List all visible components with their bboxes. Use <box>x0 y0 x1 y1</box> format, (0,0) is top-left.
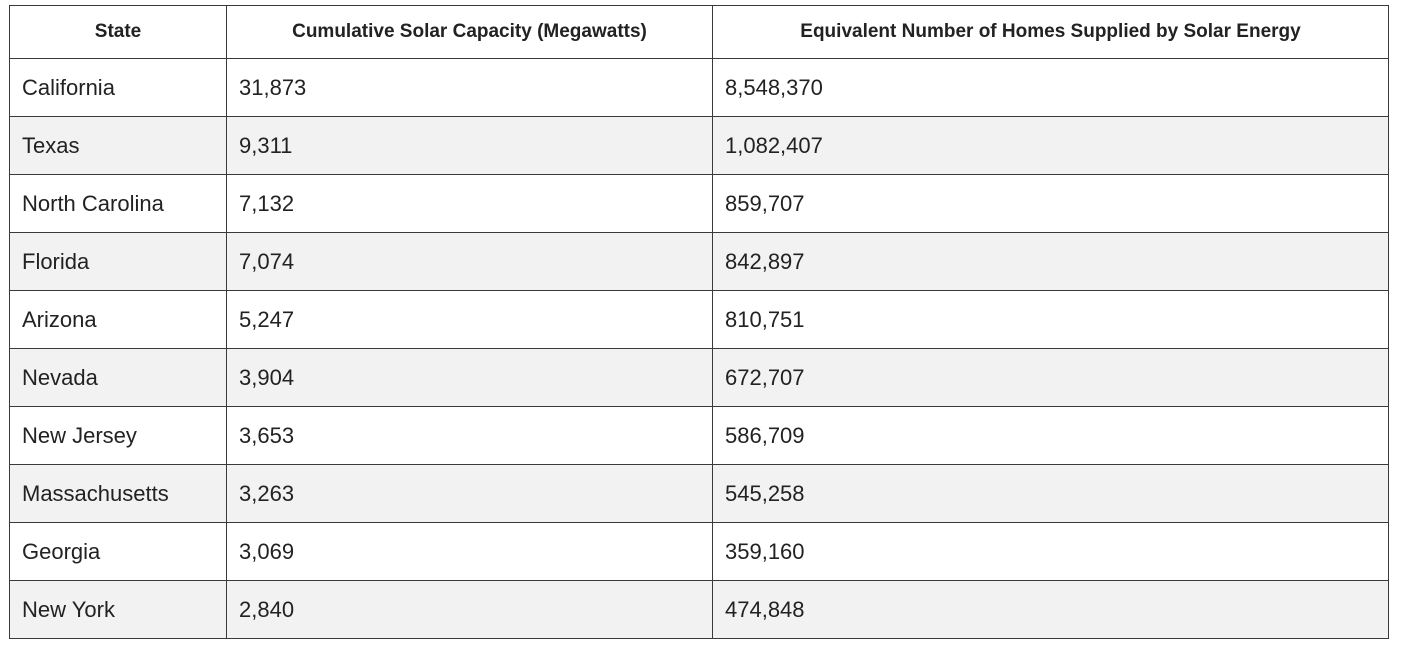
cell-capacity: 5,247 <box>226 290 713 349</box>
cell-state: Texas <box>9 116 227 175</box>
header-row: State Cumulative Solar Capacity (Megawat… <box>9 5 1389 59</box>
cell-homes: 474,848 <box>712 580 1389 639</box>
table-row: Nevada 3,904 672,707 <box>9 348 1389 407</box>
cell-state: Arizona <box>9 290 227 349</box>
cell-state: North Carolina <box>9 174 227 233</box>
header-state: State <box>9 5 227 59</box>
cell-homes: 810,751 <box>712 290 1389 349</box>
cell-homes: 842,897 <box>712 232 1389 291</box>
cell-state: Florida <box>9 232 227 291</box>
cell-state: New York <box>9 580 227 639</box>
cell-state: Massachusetts <box>9 464 227 523</box>
solar-capacity-table: State Cumulative Solar Capacity (Megawat… <box>9 5 1389 639</box>
header-equivalent-homes: Equivalent Number of Homes Supplied by S… <box>712 5 1389 59</box>
table-row: New Jersey 3,653 586,709 <box>9 406 1389 465</box>
table-row: Massachusetts 3,263 545,258 <box>9 464 1389 523</box>
cell-homes: 545,258 <box>712 464 1389 523</box>
cell-homes: 672,707 <box>712 348 1389 407</box>
solar-capacity-table-container: State Cumulative Solar Capacity (Megawat… <box>9 5 1389 639</box>
cell-homes: 8,548,370 <box>712 58 1389 117</box>
cell-homes: 1,082,407 <box>712 116 1389 175</box>
table-row: North Carolina 7,132 859,707 <box>9 174 1389 233</box>
table-row: Florida 7,074 842,897 <box>9 232 1389 291</box>
cell-homes: 859,707 <box>712 174 1389 233</box>
table-header: State Cumulative Solar Capacity (Megawat… <box>9 5 1389 59</box>
table-row: Georgia 3,069 359,160 <box>9 522 1389 581</box>
table-body: California 31,873 8,548,370 Texas 9,311 … <box>9 58 1389 639</box>
cell-state: California <box>9 58 227 117</box>
cell-capacity: 7,132 <box>226 174 713 233</box>
cell-capacity: 3,653 <box>226 406 713 465</box>
cell-homes: 586,709 <box>712 406 1389 465</box>
cell-capacity: 31,873 <box>226 58 713 117</box>
cell-state: New Jersey <box>9 406 227 465</box>
cell-state: Nevada <box>9 348 227 407</box>
cell-homes: 359,160 <box>712 522 1389 581</box>
cell-capacity: 3,904 <box>226 348 713 407</box>
cell-capacity: 7,074 <box>226 232 713 291</box>
cell-capacity: 2,840 <box>226 580 713 639</box>
table-row: Arizona 5,247 810,751 <box>9 290 1389 349</box>
cell-capacity: 3,263 <box>226 464 713 523</box>
cell-state: Georgia <box>9 522 227 581</box>
table-row: California 31,873 8,548,370 <box>9 58 1389 117</box>
cell-capacity: 9,311 <box>226 116 713 175</box>
table-row: New York 2,840 474,848 <box>9 580 1389 639</box>
table-row: Texas 9,311 1,082,407 <box>9 116 1389 175</box>
header-cumulative-solar-capacity: Cumulative Solar Capacity (Megawatts) <box>226 5 713 59</box>
cell-capacity: 3,069 <box>226 522 713 581</box>
